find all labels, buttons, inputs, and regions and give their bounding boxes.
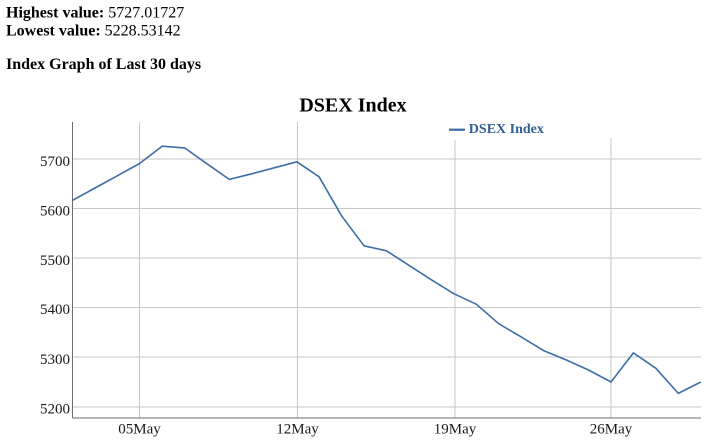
svg-text:Highest value: 5727.01727: Highest value: 5727.01727 (6, 5, 184, 22)
svg-text:DSEX Index: DSEX Index (469, 122, 544, 137)
svg-text:5400: 5400 (40, 302, 70, 318)
svg-text:12May: 12May (276, 422, 319, 438)
svg-text:Lowest value: 5228.53142: Lowest value: 5228.53142 (6, 23, 181, 40)
svg-text:DSEX Index: DSEX Index (299, 95, 406, 117)
svg-text:5700: 5700 (40, 154, 70, 170)
svg-text:19May: 19May (434, 422, 477, 438)
svg-text:5600: 5600 (40, 203, 70, 219)
svg-text:5200: 5200 (40, 402, 70, 418)
svg-text:5500: 5500 (40, 253, 70, 269)
svg-text:Index Graph of Last 30 days: Index Graph of Last 30 days (6, 56, 201, 73)
svg-text:05May: 05May (118, 422, 161, 438)
svg-text:5300: 5300 (40, 352, 70, 368)
svg-text:26May: 26May (590, 422, 633, 438)
